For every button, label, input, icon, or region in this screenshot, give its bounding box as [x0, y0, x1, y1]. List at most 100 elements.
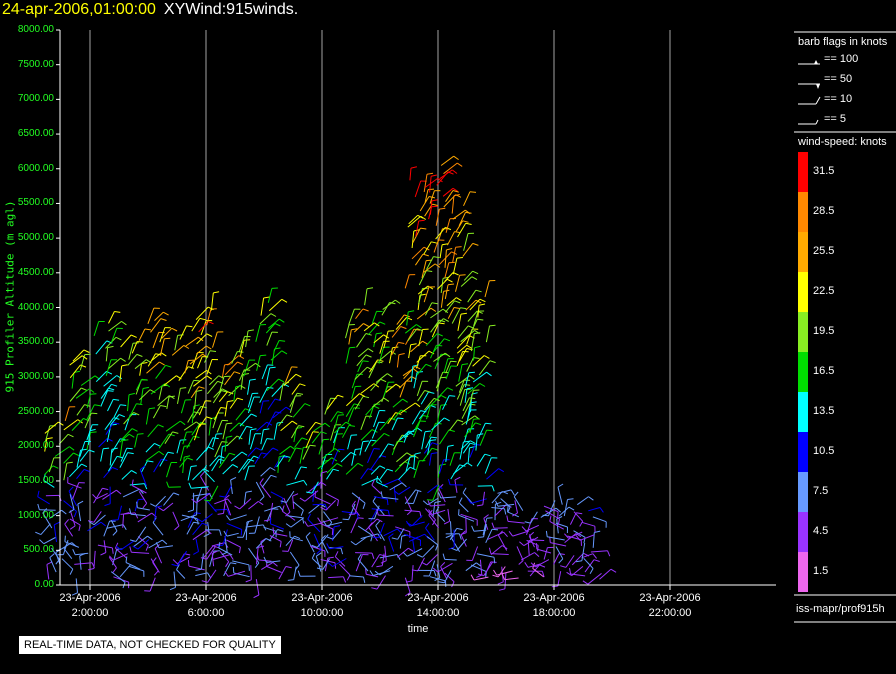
wind-barb [447, 478, 464, 486]
wind-barb [317, 517, 339, 524]
wind-barb [527, 570, 545, 578]
wind-barb [444, 248, 453, 268]
wind-barb [476, 453, 491, 467]
wind-barb [272, 406, 292, 419]
wind-barb [307, 513, 321, 533]
wind-barb [100, 540, 107, 556]
wind-barb [196, 333, 213, 345]
wind-barb [429, 452, 438, 466]
wind-barb [199, 471, 210, 491]
wind-barb [463, 270, 479, 281]
wind-barb [507, 505, 519, 518]
wind-barb [426, 256, 440, 270]
wind-barb [193, 538, 199, 555]
wind-barb [294, 466, 307, 480]
wind-barb [326, 394, 344, 410]
wind-barb [372, 496, 385, 516]
wind-barb [558, 506, 575, 517]
wind-barb [152, 405, 167, 419]
wind-barb [255, 324, 267, 342]
wind-barb [187, 492, 195, 513]
wind-barb [259, 400, 270, 414]
wind-barb [436, 171, 454, 186]
wind-barb [44, 437, 53, 452]
wind-barb [473, 310, 485, 327]
wind-barb [469, 444, 482, 458]
wind-barb [87, 550, 96, 571]
wind-barb [575, 543, 586, 563]
wind-barb [110, 414, 125, 426]
wind-barb [203, 522, 210, 538]
wind-barb [159, 337, 171, 356]
wind-barb [334, 414, 345, 429]
barb-legend-item: == 100 [824, 53, 859, 65]
wind-barb [71, 578, 78, 596]
wind-barb [351, 492, 366, 509]
wind-barb [37, 490, 50, 505]
wind-barb [460, 516, 467, 536]
wind-barb [462, 242, 479, 257]
wind-barb [266, 331, 278, 346]
wind-barb [438, 484, 446, 503]
wind-barb [400, 402, 421, 414]
wind-barb [429, 190, 441, 204]
wind-barb [467, 498, 487, 504]
wind-barb [279, 445, 296, 455]
wind-barb [75, 388, 95, 399]
wind-barb [285, 517, 305, 528]
colorbar-swatch [798, 552, 808, 592]
wind-barb [438, 492, 457, 499]
wind-barb [361, 477, 383, 486]
wind-barb [270, 491, 284, 504]
wind-barb [154, 505, 163, 522]
wind-barb [464, 387, 474, 403]
wind-barb [382, 299, 401, 310]
wind-barb [350, 517, 364, 534]
wind-barb [180, 399, 192, 414]
wind-barb [406, 310, 415, 326]
title-product: XYWind:915winds. [163, 1, 299, 18]
wind-barb [204, 485, 219, 502]
wind-barb [413, 460, 426, 478]
wind-barb [324, 397, 337, 415]
wind-barb [376, 509, 394, 517]
wind-barb [416, 363, 432, 376]
wind-barb [364, 518, 383, 532]
wind-barb [205, 529, 222, 536]
wind-barb [581, 553, 597, 559]
wind-barb [373, 496, 389, 506]
wind-barb [371, 421, 385, 439]
wind-barb [311, 431, 327, 444]
wind-barb [93, 321, 105, 337]
wind-barb [192, 405, 207, 419]
wind-barb [460, 513, 478, 526]
wind-barb [482, 517, 493, 536]
wind-barb [259, 386, 274, 403]
y-tick-label: 5500.00 [17, 197, 54, 209]
wind-barb [445, 190, 459, 202]
wind-barb [447, 307, 460, 319]
wind-barb [260, 467, 276, 477]
wind-barb [63, 419, 83, 431]
wind-barb [497, 489, 515, 496]
wind-barb [103, 520, 116, 537]
wind-barb [445, 300, 461, 313]
wind-barb [592, 530, 601, 548]
wind-barb [571, 552, 590, 566]
wind-barb [51, 547, 60, 565]
wind-barb [212, 331, 224, 348]
wind-barb [383, 330, 395, 349]
wind-barb [451, 194, 460, 214]
wind-barb [417, 390, 431, 402]
wind-barb [407, 328, 423, 342]
wind-barb [469, 418, 480, 434]
wind-barb [271, 383, 290, 397]
wind-barb [477, 561, 494, 577]
wind-barb [479, 429, 493, 446]
wind-barb [223, 562, 237, 577]
wind-barb [472, 355, 490, 367]
wind-barb [37, 503, 56, 511]
y-tick-label: 5000.00 [17, 232, 54, 244]
wind-barb [72, 482, 85, 500]
wind-barb [204, 350, 217, 363]
